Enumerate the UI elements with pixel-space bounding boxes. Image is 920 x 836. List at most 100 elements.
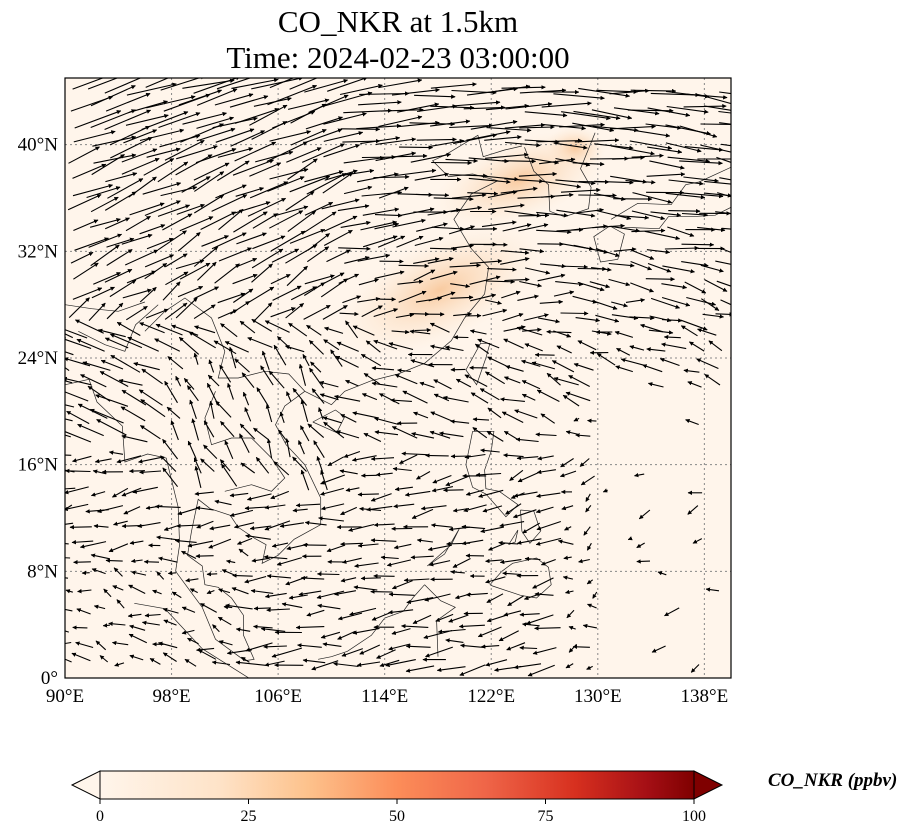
wind-arrow [504,277,530,282]
wind-arrow [646,249,671,255]
wind-arrow [579,458,590,467]
wind-arrow [472,427,488,439]
wind-arrow [357,492,379,497]
wind-arrow [459,664,486,676]
wind-arrow [108,621,126,626]
wind-arrow [321,198,360,210]
wind-arrow [501,290,521,299]
wind-arrow [287,210,317,233]
wind-arrow [249,162,282,177]
wind-arrow [436,666,466,673]
wind-arrow [340,413,357,423]
wind-arrow [591,267,612,272]
wind-arrow [146,147,181,158]
wind-arrow [667,156,711,164]
wind-arrow [130,558,143,564]
wind-arrow [358,100,402,106]
wind-arrow [164,253,188,268]
wind-arrow [65,337,92,350]
wind-arrow [555,157,591,167]
wind-arrow [358,278,379,286]
wind-arrow [366,505,393,512]
wind-arrow [288,322,308,337]
wind-arrow [524,556,541,562]
wind-arrow [458,624,485,629]
wind-arrow [556,209,596,218]
wind-arrow [702,313,725,319]
wind-arrow [270,490,290,500]
wind-arrow [535,432,557,437]
wind-arrow [521,622,540,627]
wind-arrow [77,588,92,594]
wind-arrow [334,394,361,402]
wind-arrow [340,127,381,132]
wind-arrow [271,248,300,263]
wind-arrow [371,381,398,388]
coastline-segment [427,528,460,567]
wind-arrow [425,453,449,458]
wind-arrow [157,204,191,217]
wind-arrow [308,340,324,355]
wind-arrow [214,499,232,506]
wind-arrow [260,626,286,632]
wind-arrow [305,116,343,130]
wind-arrow [664,607,680,617]
wind-arrow [411,508,434,519]
wind-arrow [692,538,703,544]
wind-arrow [279,522,304,528]
wind-arrow [216,78,252,90]
wind-arrow [442,395,469,403]
wind-arrow [480,644,500,649]
wind-arrow [193,246,219,267]
wind-arrow [463,226,498,232]
wind-arrow [194,194,225,214]
wind-arrow [486,593,504,603]
wind-arrow [684,281,707,294]
wind-arrow [338,246,371,251]
wind-arrow [228,346,237,369]
wind-arrow [448,526,471,532]
wind-arrow [246,493,272,501]
wind-arrow [573,110,621,120]
wind-arrow [719,122,731,125]
wind-arrow [682,192,724,199]
wind-arrow [659,357,680,367]
wind-arrow [361,190,403,197]
wind-arrow [193,78,241,94]
wind-arrow [193,457,202,474]
wind-arrow [657,571,667,576]
wind-arrow [241,656,250,663]
wind-arrow [311,388,325,404]
wind-arrow [536,389,560,402]
wind-arrow [323,144,361,158]
wind-arrow [562,575,574,580]
wind-arrow [513,491,538,498]
wind-arrow [679,125,718,138]
wind-arrow [487,407,502,419]
wind-arrow [181,550,197,559]
wind-arrow [647,107,691,118]
wind-arrow [717,192,731,198]
wind-arrow [116,455,142,464]
wind-arrow [424,593,451,602]
wind-arrow [234,358,250,373]
wind-arrow [514,409,538,419]
wind-arrow [72,287,103,300]
coastline-segment [65,301,146,312]
wind-arrow [179,216,214,232]
wind-arrow [611,314,639,321]
wind-arrow [65,641,72,645]
wind-arrow [560,187,601,193]
wind-arrow [306,172,347,195]
wind-arrow [143,158,175,176]
wind-arrow [650,211,682,218]
wind-arrow [629,129,671,138]
wind-arrow [487,190,518,199]
wind-arrow [405,665,435,673]
lon-tick-label: 114°E [361,686,408,707]
wind-arrow [501,411,524,423]
wind-arrow [515,437,539,443]
wind-arrow [132,486,158,494]
wind-arrow [689,341,705,352]
wind-arrow [286,391,292,402]
